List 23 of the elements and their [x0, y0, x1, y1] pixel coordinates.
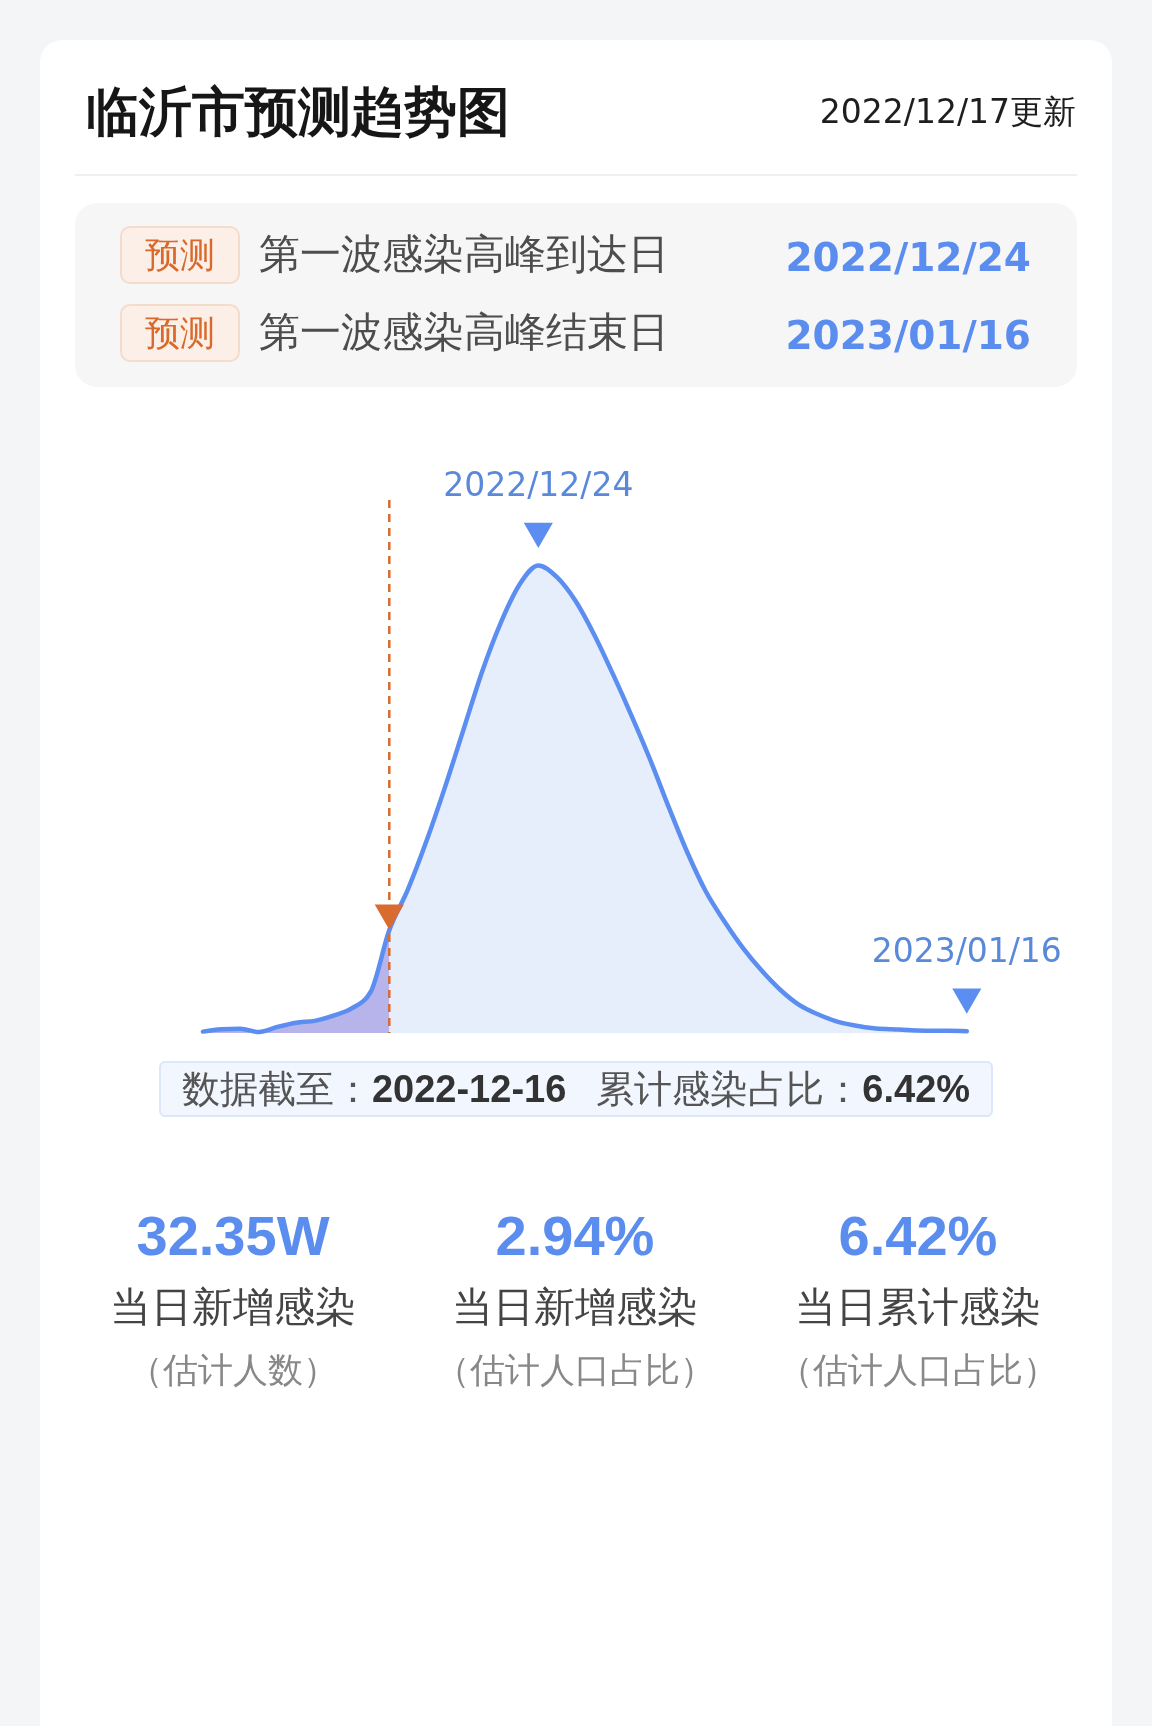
annotation: 2022/12/24 — [443, 465, 634, 505]
text: 2022-12-16 — [371, 1067, 567, 1111]
text: 当日新增感染 — [110, 1284, 356, 1332]
annotation: 2023/01/16 — [872, 931, 1063, 971]
text: 第一波感染高峰结束日 — [259, 309, 669, 357]
text: 预测 — [120, 226, 240, 284]
text: （估计人口占比） — [435, 1349, 715, 1391]
text: （估计人口占比） — [778, 1349, 1058, 1391]
text: 当日累计感染 — [795, 1284, 1041, 1332]
text: 32.35W — [136, 1203, 330, 1269]
text: 2.94% — [495, 1203, 655, 1269]
text: 第一波感染高峰到达日 — [259, 231, 669, 279]
chart-title: 临沂市预测趋势图 — [86, 81, 510, 143]
chart-subtitle: 2022/12/17更新 — [819, 92, 1076, 132]
text: 预测 — [120, 304, 240, 362]
text: 6.42% — [838, 1203, 998, 1269]
text: 数据截至： — [181, 1066, 372, 1112]
text: 6.42% — [862, 1067, 971, 1111]
text: 当日新增感染 — [452, 1284, 698, 1332]
text: 2022/12/24 — [785, 234, 1031, 281]
text: 累计感染占比： — [596, 1066, 863, 1112]
text: 2023/01/16 — [785, 312, 1031, 359]
text: （估计人数） — [128, 1349, 338, 1391]
